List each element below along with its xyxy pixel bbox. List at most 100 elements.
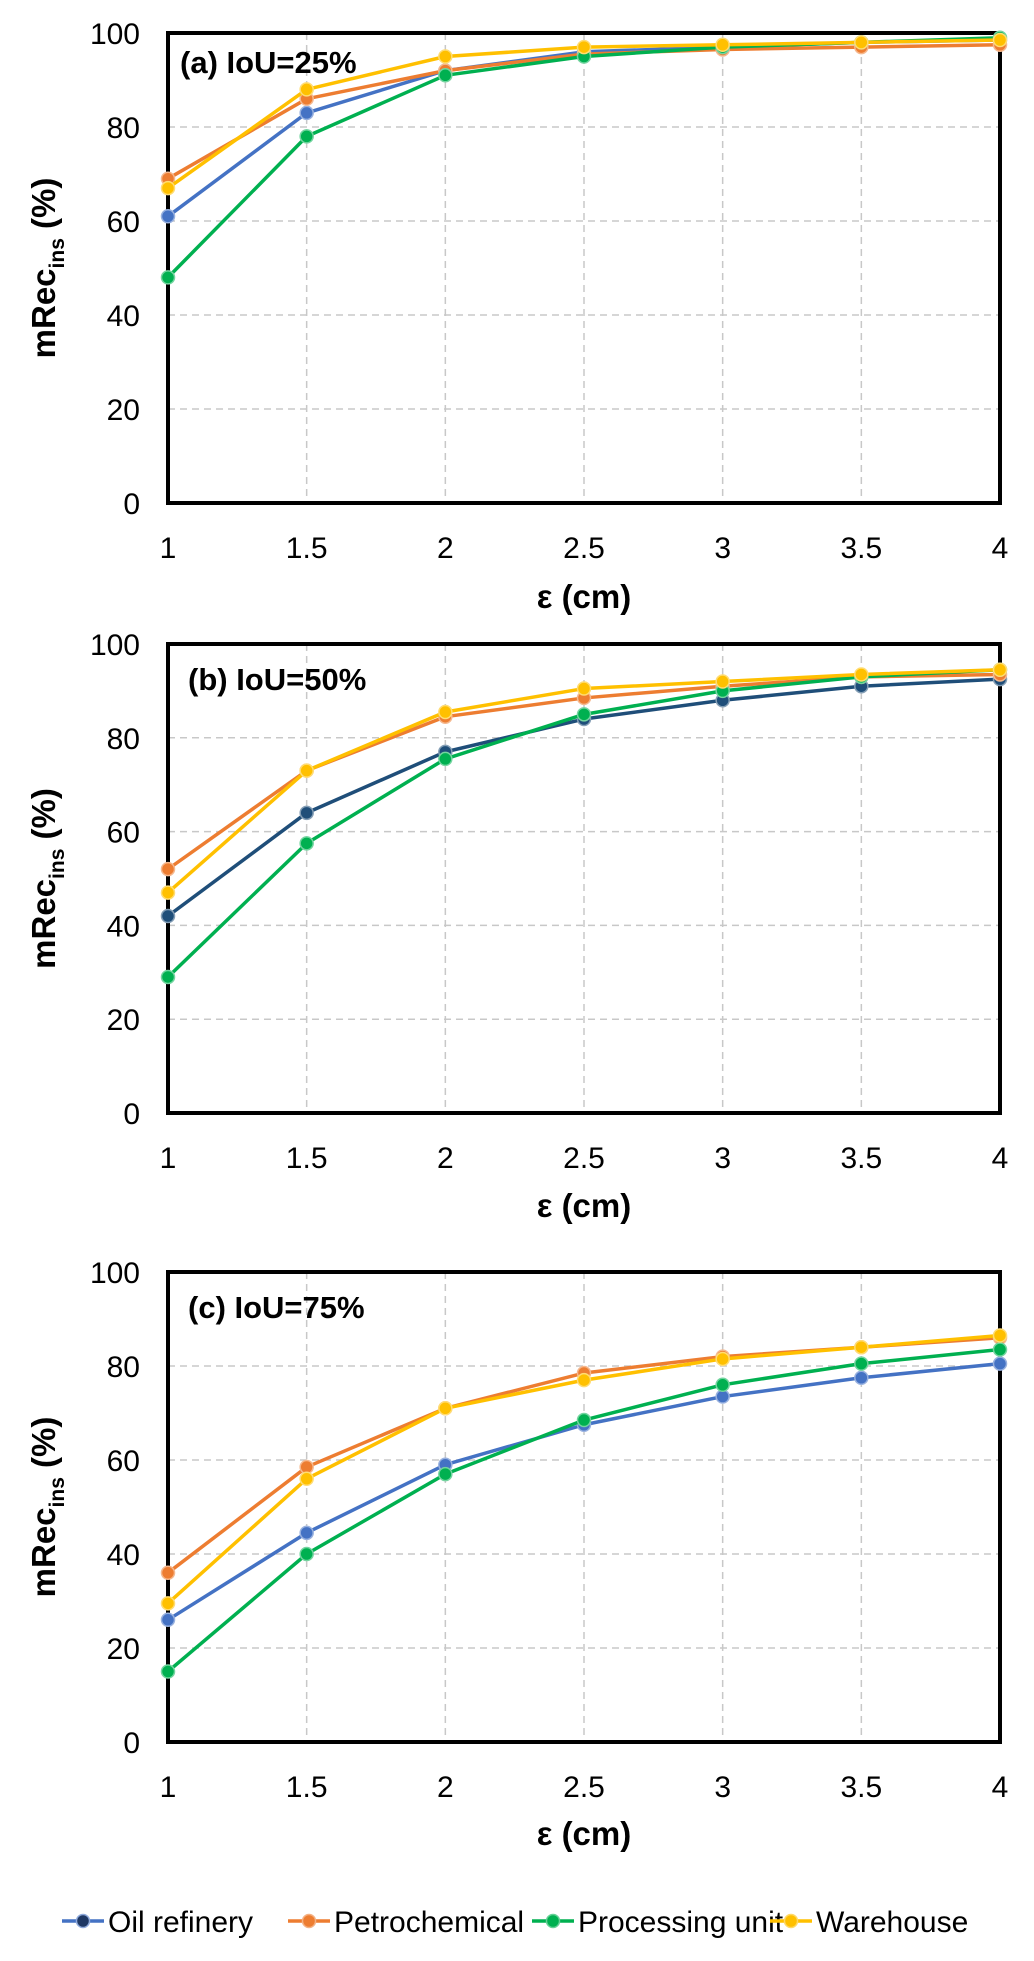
x-tick-label: 1 [160, 532, 177, 565]
x-tick-label: 3.5 [840, 1771, 882, 1804]
data-point [438, 1401, 453, 1416]
chart-panel-3: 0 20 40 60 80 100 1 1.5 2 2.5 3 3.5 4 ε (cm) mRecins (… [25, 1257, 1008, 1852]
x-tick-label: 1.5 [286, 1142, 328, 1175]
data-point [299, 105, 314, 121]
legend-label: Processing unit [578, 1906, 784, 1939]
data-point [299, 129, 314, 144]
chart-panel-1: 0 20 40 60 80 100 1 1.5 2 2.5 3 3.5 4 ε (cm) mRecins (… [25, 18, 1008, 615]
data-point [992, 1342, 1008, 1357]
plot-frame [166, 1270, 1002, 1744]
data-point [715, 674, 730, 689]
y-tick-label: 60 [107, 206, 140, 239]
x-tick-label: 1.5 [286, 532, 328, 565]
y-tick-label: 60 [107, 817, 140, 850]
data-point [160, 1565, 176, 1581]
data-point [576, 707, 592, 722]
data-point [715, 1351, 730, 1367]
legend-marker [783, 1913, 799, 1929]
y-tick-label: 100 [90, 18, 140, 51]
data-point [715, 1377, 730, 1393]
data-point [299, 1471, 314, 1487]
legend-label: Warehouse [816, 1906, 968, 1939]
y-tick-label: 60 [107, 1445, 140, 1478]
data-point [992, 32, 1008, 48]
chart-title: (b) IoU=50% [188, 662, 366, 697]
y-tick-label: 100 [90, 1257, 140, 1290]
chart-panel-2: 0 20 40 60 80 100 1 1.5 2 2.5 3 3.5 4 ε (cm) mRecins (… [25, 629, 1008, 1224]
x-axis-label: ε (cm) [537, 1187, 632, 1224]
x-tick-label: 1 [160, 1771, 177, 1804]
x-tick-label: 3 [714, 532, 731, 565]
data-point [576, 39, 592, 55]
x-tick-label: 4 [992, 1771, 1009, 1804]
x-tick-label: 2.5 [563, 532, 605, 565]
data-point [438, 49, 453, 64]
legend-item-petrochemical: Petrochemical [288, 1906, 524, 1939]
x-tick-label: 2 [437, 532, 454, 565]
x-tick-label: 3 [714, 1142, 731, 1175]
legend-item-oil-refinery: Oil refinery [62, 1906, 253, 1939]
x-tick-label: 3.5 [840, 1142, 882, 1175]
data-point [299, 805, 314, 821]
legend-label: Petrochemical [334, 1906, 524, 1939]
data-point [854, 1370, 869, 1385]
legend-marker [545, 1913, 561, 1929]
x-tick-label: 2.5 [563, 1771, 605, 1804]
data-point [854, 35, 869, 50]
data-point [299, 1546, 314, 1562]
data-point [854, 1339, 869, 1355]
x-tick-label: 4 [992, 532, 1009, 565]
y-tick-label: 0 [123, 1727, 140, 1760]
data-point [576, 681, 592, 696]
y-tick-label: 20 [107, 394, 140, 427]
y-tick-label: 20 [107, 1004, 140, 1037]
plot-frame [166, 31, 1002, 505]
legend-marker [301, 1913, 317, 1929]
y-tick-label: 80 [107, 1351, 140, 1384]
y-axis-label: mRecins (%) [25, 178, 69, 359]
data-point [160, 270, 176, 285]
x-axis-label: ε (cm) [537, 1815, 632, 1852]
y-tick-label: 0 [123, 488, 140, 521]
data-point [299, 82, 314, 97]
x-tick-label: 2 [437, 1771, 454, 1804]
data-point [299, 836, 314, 851]
data-point [854, 667, 869, 682]
x-tick-label: 1 [160, 1142, 177, 1175]
data-point [160, 885, 176, 900]
data-point [160, 969, 176, 985]
y-tick-label: 40 [107, 1539, 140, 1572]
data-point [160, 861, 176, 877]
data-point [160, 1596, 176, 1611]
x-tick-label: 1.5 [286, 1771, 328, 1804]
legend: Oil refinery Petrochemical Processing unit… [62, 1906, 968, 1939]
y-axis-label: mRecins (%) [25, 1417, 69, 1598]
data-point [438, 68, 453, 83]
legend-label: Oil refinery [108, 1906, 253, 1939]
y-tick-label: 40 [107, 300, 140, 333]
data-point [438, 704, 453, 720]
y-tick-label: 0 [123, 1098, 140, 1131]
x-tick-label: 3.5 [840, 532, 882, 565]
chart-title: (c) IoU=75% [188, 1290, 365, 1325]
x-tick-label: 2 [437, 1142, 454, 1175]
plot-frame [166, 642, 1002, 1115]
data-point [576, 1372, 592, 1388]
data-point [160, 908, 176, 924]
x-tick-label: 2.5 [563, 1142, 605, 1175]
legend-item-warehouse: Warehouse [770, 1906, 968, 1939]
data-point [992, 1356, 1008, 1371]
data-point [854, 1356, 869, 1371]
data-point [160, 1612, 176, 1628]
x-axis-label: ε (cm) [537, 578, 632, 615]
data-point [992, 662, 1008, 678]
data-point [438, 751, 453, 767]
y-tick-label: 80 [107, 112, 140, 145]
y-tick-label: 80 [107, 723, 140, 756]
data-point [299, 763, 314, 778]
y-tick-label: 40 [107, 910, 140, 943]
y-tick-label: 100 [90, 629, 140, 662]
legend-item-processing-unit: Processing unit [532, 1906, 784, 1939]
y-tick-label: 20 [107, 1633, 140, 1666]
